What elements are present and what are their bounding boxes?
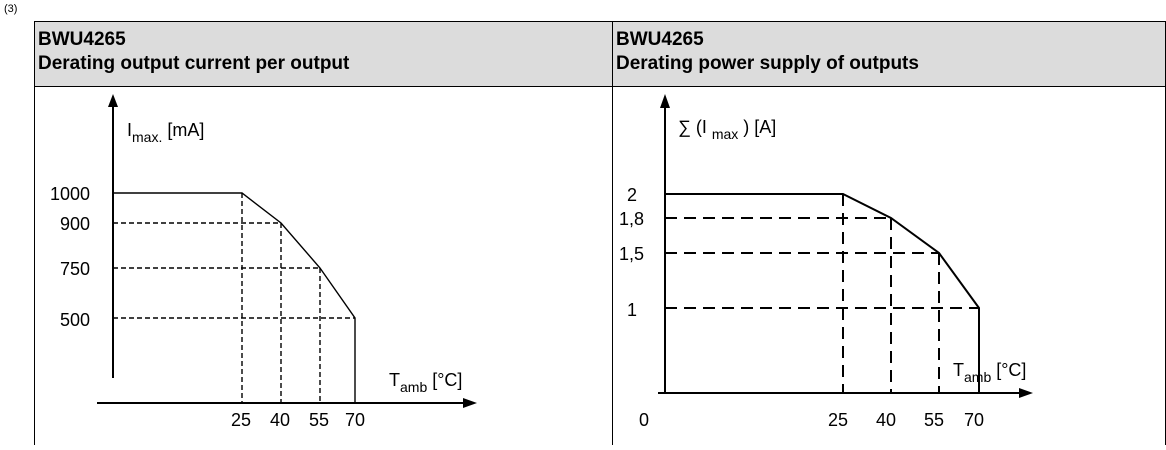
y-tick-label: 1000 bbox=[50, 184, 90, 204]
header-title: Derating power supply of outputs bbox=[616, 53, 919, 74]
header-cell-power: BWU4265 Derating power supply of outputs bbox=[612, 21, 1166, 87]
x-axis-label-main: T bbox=[953, 360, 964, 380]
chart-cell-current: Imax. [mA] Tamb [°C] 1000 900 750 500 25… bbox=[34, 86, 613, 445]
x-axis-label-unit: [°C] bbox=[991, 360, 1026, 380]
y-tick-label: 2 bbox=[627, 185, 637, 205]
x-tick-label: 40 bbox=[270, 410, 290, 430]
y-tick-label: 500 bbox=[60, 310, 90, 330]
x-tick-label: 55 bbox=[924, 410, 944, 430]
y-tick-label: 1,5 bbox=[619, 244, 644, 264]
x-tick-label: 70 bbox=[345, 410, 365, 430]
y-axis-arrow bbox=[108, 94, 118, 107]
y-axis-label-main: I bbox=[127, 120, 132, 140]
y-axis-label: Imax. [mA] bbox=[127, 120, 204, 145]
y-axis-label-sub: max bbox=[712, 126, 738, 142]
power-derating-chart: ∑ (I max ) [A] Tamb [°C] 2 1,8 1,5 1 0 25… bbox=[619, 94, 1033, 430]
x-tick-label: 70 bbox=[964, 410, 984, 430]
y-tick-label: 1,8 bbox=[619, 209, 644, 229]
x-axis-label: Tamb [°C] bbox=[953, 360, 1026, 385]
x-axis-label-sub: amb bbox=[400, 379, 427, 395]
y-axis-label-main: ∑ (I bbox=[678, 117, 707, 137]
header-cell-current: BWU4265 Derating output current per outp… bbox=[34, 21, 613, 87]
derating-curve bbox=[113, 192, 356, 403]
x-tick-label: 40 bbox=[876, 410, 896, 430]
chart-cell-power: ∑ (I max ) [A] Tamb [°C] 2 1,8 1,5 1 0 25… bbox=[612, 86, 1166, 445]
derating-table: BWU4265 Derating output current per outp… bbox=[34, 21, 1166, 445]
header-model: BWU4265 bbox=[38, 29, 126, 50]
y-tick-label: 900 bbox=[60, 214, 90, 234]
header-title: Derating output current per output bbox=[38, 53, 350, 74]
x-axis-arrow bbox=[1019, 388, 1033, 398]
header-model: BWU4265 bbox=[616, 29, 704, 50]
x-axis-arrow bbox=[463, 398, 477, 408]
x-tick-label: 55 bbox=[309, 410, 329, 430]
y-tick-label: 750 bbox=[60, 259, 90, 279]
y-axis-label-unit: ) [A] bbox=[738, 117, 776, 137]
y-axis-arrow bbox=[660, 94, 670, 108]
derating-curve bbox=[665, 193, 980, 393]
footnote-marker: (3) bbox=[4, 3, 18, 15]
y-tick-label: 1 bbox=[627, 300, 637, 320]
x-tick-label: 25 bbox=[828, 410, 848, 430]
x-axis-label-main: T bbox=[389, 370, 400, 390]
y-axis-label-unit: [mA] bbox=[162, 120, 204, 140]
y-axis-label-sub: max. bbox=[132, 129, 162, 145]
x-axis-label-unit: [°C] bbox=[427, 370, 462, 390]
current-derating-chart: Imax. [mA] Tamb [°C] 1000 900 750 500 25… bbox=[50, 94, 477, 430]
chart-marks bbox=[665, 193, 980, 393]
origin-label: 0 bbox=[639, 410, 649, 430]
y-axis-label: ∑ (I max ) [A] bbox=[678, 117, 776, 142]
x-tick-label: 25 bbox=[231, 410, 251, 430]
chart-marks bbox=[113, 192, 356, 403]
x-axis-label-sub: amb bbox=[964, 369, 991, 385]
x-axis-label: Tamb [°C] bbox=[389, 370, 462, 395]
